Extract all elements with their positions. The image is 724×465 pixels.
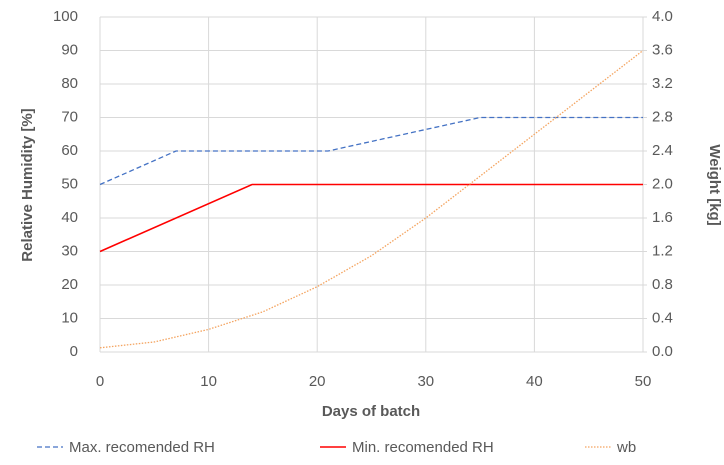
y2-tick-label: 1.2 <box>652 242 673 259</box>
y-tick-label: 40 <box>61 209 78 226</box>
x-tick-label: 20 <box>309 373 326 390</box>
x-tick-label: 0 <box>96 373 104 390</box>
y2-tick-label: 4.0 <box>652 8 673 25</box>
y-tick-label: 20 <box>61 276 78 293</box>
y2-tick-label: 2.4 <box>652 142 673 159</box>
y-tick-label: 90 <box>61 41 78 58</box>
x-axis-label: Days of batch <box>322 403 420 420</box>
series-line <box>99 116 643 186</box>
y-tick-label: 10 <box>61 309 78 326</box>
y2-tick-label: 2.8 <box>652 108 673 125</box>
y2-tick-label: 0.8 <box>652 276 673 293</box>
legend-label: wb <box>616 439 636 456</box>
y-tick-label: 70 <box>61 108 78 125</box>
y-axis-label: Relative Humidity [%] <box>19 108 36 261</box>
legend-label: Max. recomended RH <box>69 439 215 456</box>
y2-tick-label: 3.2 <box>652 75 673 92</box>
x-tick-label: 50 <box>635 373 652 390</box>
y2-tick-label: 3.6 <box>652 41 673 58</box>
y-tick-label: 80 <box>61 75 78 92</box>
y-tick-label: 0 <box>70 343 78 360</box>
y-tick-label: 30 <box>61 242 78 259</box>
y2-tick-label: 1.6 <box>652 209 673 226</box>
y-tick-label: 60 <box>61 142 78 159</box>
y2-axis-label: Weight [kg] <box>706 144 723 225</box>
y-tick-label: 50 <box>61 175 78 192</box>
x-tick-label: 10 <box>200 373 217 390</box>
x-tick-label: 30 <box>417 373 434 390</box>
series-line <box>99 49 644 349</box>
x-tick-label: 40 <box>526 373 543 390</box>
y2-tick-label: 2.0 <box>652 175 673 192</box>
y-tick-label: 100 <box>53 8 78 25</box>
series-line <box>99 183 643 253</box>
y2-tick-label: 0.4 <box>652 309 673 326</box>
y2-tick-label: 0.0 <box>652 343 673 360</box>
legend-label: Min. recomended RH <box>352 439 494 456</box>
